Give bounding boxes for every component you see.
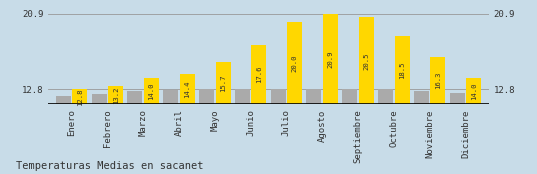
Bar: [144, 78, 159, 104]
Bar: [163, 90, 178, 104]
Bar: [108, 86, 123, 104]
Text: 15.7: 15.7: [220, 75, 226, 92]
Bar: [378, 89, 393, 104]
Bar: [271, 89, 286, 104]
Bar: [180, 74, 195, 104]
Bar: [127, 91, 142, 104]
Text: 18.5: 18.5: [399, 61, 405, 79]
Text: 16.3: 16.3: [435, 72, 441, 89]
Text: 20.9: 20.9: [328, 50, 333, 68]
Text: 14.4: 14.4: [184, 81, 190, 98]
Bar: [466, 78, 481, 104]
Text: 12.8: 12.8: [77, 88, 83, 106]
Bar: [287, 22, 302, 104]
Text: 20.0: 20.0: [292, 54, 297, 72]
Bar: [359, 17, 374, 104]
Bar: [430, 57, 445, 104]
Bar: [215, 62, 230, 104]
Text: 13.2: 13.2: [113, 86, 119, 104]
Text: 14.0: 14.0: [470, 82, 477, 100]
Text: 20.5: 20.5: [363, 52, 369, 70]
Text: 14.0: 14.0: [148, 82, 155, 100]
Bar: [414, 91, 429, 104]
Text: Temperaturas Medias en sacanet: Temperaturas Medias en sacanet: [16, 161, 204, 171]
Bar: [92, 94, 107, 104]
Bar: [235, 89, 250, 104]
Bar: [395, 36, 410, 104]
Bar: [449, 93, 465, 104]
Bar: [72, 89, 88, 104]
Bar: [323, 14, 338, 104]
Bar: [342, 89, 357, 104]
Bar: [307, 89, 322, 104]
Bar: [251, 45, 266, 104]
Bar: [56, 96, 71, 104]
Text: 17.6: 17.6: [256, 66, 262, 83]
Bar: [199, 89, 214, 104]
